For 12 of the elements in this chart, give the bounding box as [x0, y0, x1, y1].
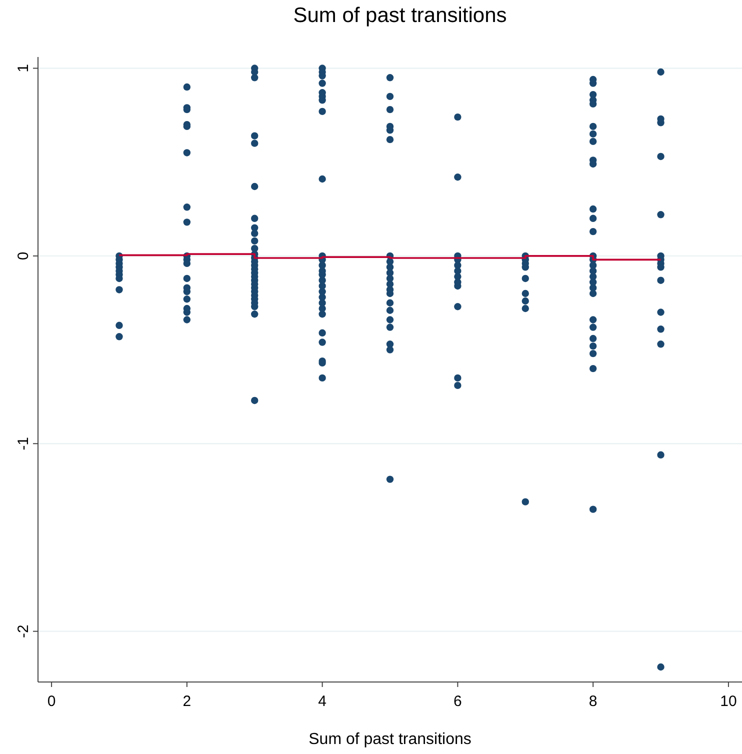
x-tick-label: 10 — [720, 693, 737, 710]
x-tick-label: 2 — [182, 693, 192, 710]
y-tick-label: -1 — [15, 436, 32, 450]
x-tick-label: 0 — [47, 693, 56, 710]
x-tick-label: 8 — [588, 693, 598, 710]
x-tick-label: 6 — [454, 693, 462, 710]
x-tick-label: 4 — [318, 693, 326, 710]
y-tick-label: 0 — [15, 252, 32, 260]
x-axis-title: Sum of past transitions — [308, 731, 472, 748]
chart-title: Sum of past transitions — [293, 4, 507, 27]
y-tick-label: -2 — [15, 624, 32, 638]
y-tick-label: 1 — [15, 64, 32, 72]
